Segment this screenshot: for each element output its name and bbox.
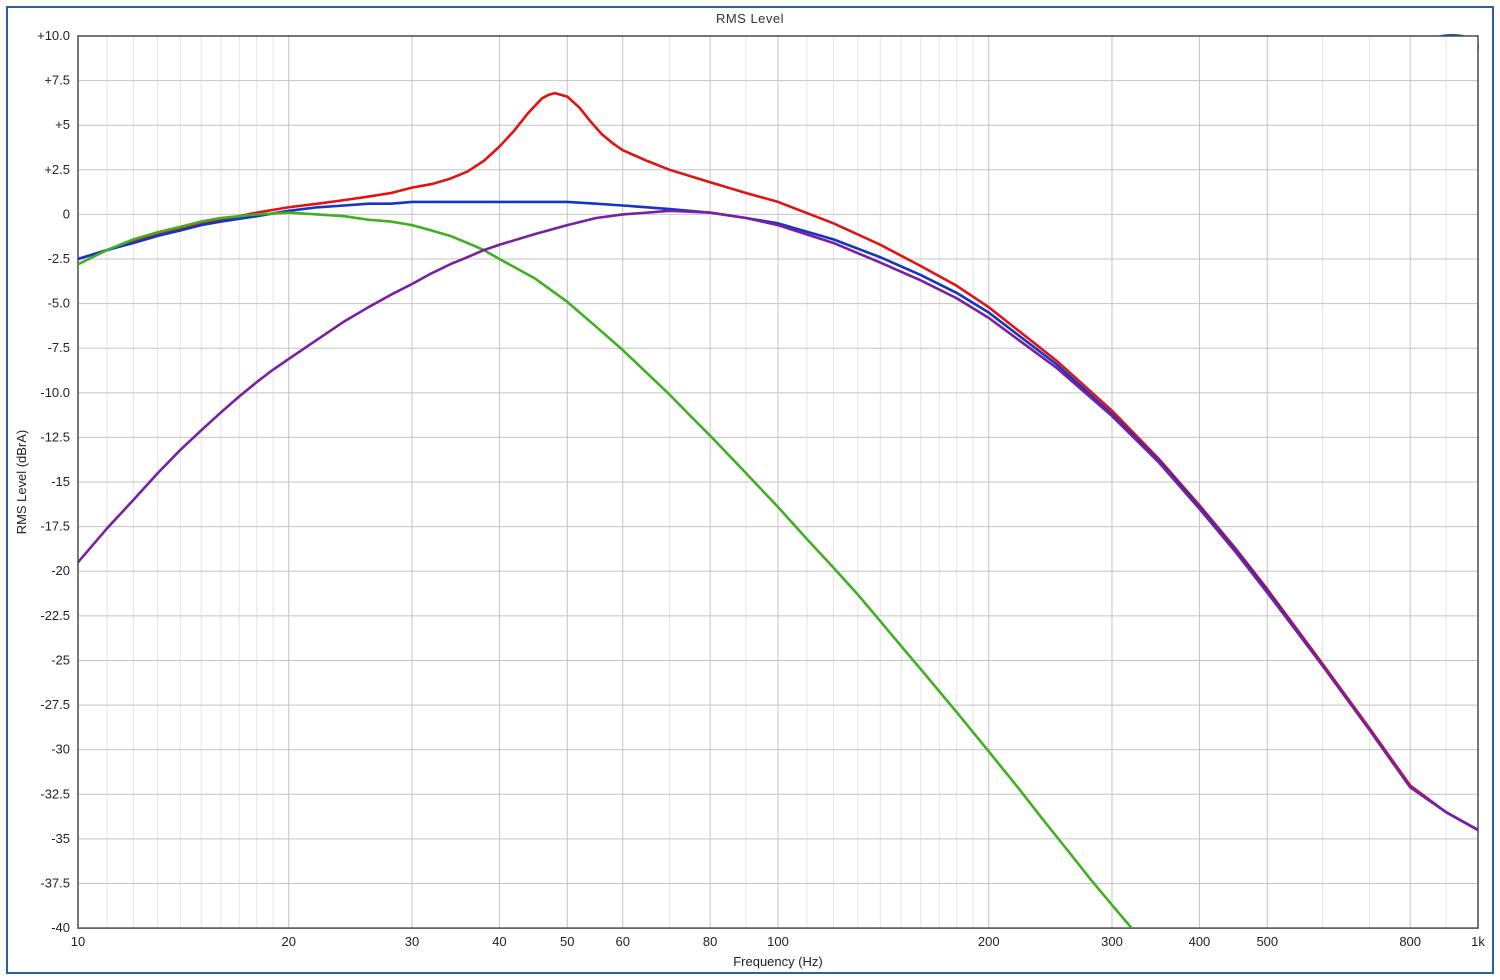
y-tick-label: -25 [51, 652, 70, 667]
y-tick-label: -10.0 [40, 385, 70, 400]
y-tick-label: -37.5 [40, 875, 70, 890]
chart-svg: 10 20 30 40 50 60 80 100 200 300 400 500 800 1k +10.0 +… [8, 30, 1492, 972]
y-tick-label: -20 [51, 563, 70, 578]
x-tick-label: 30 [405, 934, 419, 949]
chart-title: RMS Level [716, 11, 784, 26]
x-tick-label: 300 [1101, 934, 1123, 949]
x-tick-label: 800 [1399, 934, 1421, 949]
x-tick-label: 40 [492, 934, 506, 949]
x-tick-label: 20 [281, 934, 295, 949]
y-tick-label: +10.0 [37, 30, 70, 43]
x-tick-label: 1k [1471, 934, 1485, 949]
y-tick-label: -12.5 [40, 429, 70, 444]
y-tick-label: +5 [55, 117, 70, 132]
y-tick-label: +7.5 [44, 73, 70, 88]
y-tick-label: -40 [51, 920, 70, 935]
plot-area: 10 20 30 40 50 60 80 100 200 300 400 500 800 1k +10.0 +… [8, 30, 1492, 972]
y-tick-label: -22.5 [40, 608, 70, 623]
y-tick-label: -5.0 [48, 296, 70, 311]
y-tick-label: -2.5 [48, 251, 70, 266]
x-tick-label: 200 [978, 934, 1000, 949]
y-tick-label: +2.5 [44, 162, 70, 177]
y-tick-label: -15 [51, 474, 70, 489]
y-tick-label: -30 [51, 742, 70, 757]
y-tick-label: -27.5 [40, 697, 70, 712]
y-tick-label: -17.5 [40, 519, 70, 534]
y-tick-label: 0 [63, 206, 70, 221]
y-axis-label: RMS Level (dBrA) [14, 430, 29, 534]
x-tick-label: 100 [767, 934, 789, 949]
y-tick-label: -35 [51, 831, 70, 846]
x-tick-label: 10 [71, 934, 85, 949]
x-tick-label: 50 [560, 934, 574, 949]
x-tick-label: 80 [703, 934, 717, 949]
x-tick-label: 500 [1256, 934, 1278, 949]
x-axis-label: Frequency (Hz) [733, 954, 822, 969]
chart-title-bar: RMS Level [8, 8, 1492, 30]
x-tick-label: 60 [615, 934, 629, 949]
y-tick-label: -32.5 [40, 786, 70, 801]
chart-frame: RMS Level AP 102030405060801002003004005… [6, 6, 1494, 974]
x-tick-label: 400 [1189, 934, 1211, 949]
y-tick-label: -7.5 [48, 340, 70, 355]
